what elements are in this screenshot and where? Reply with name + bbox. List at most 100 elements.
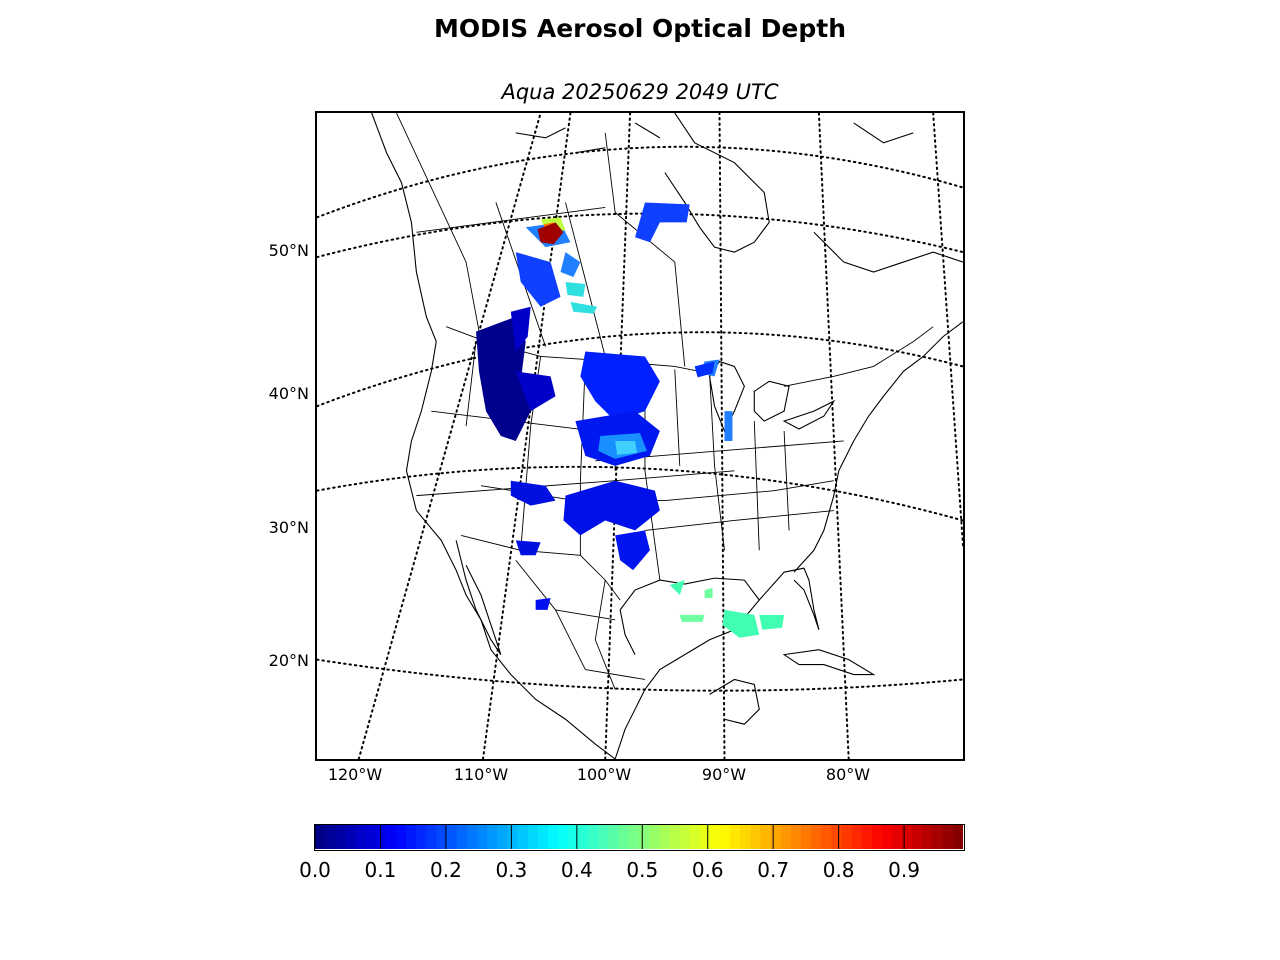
colorbar-segment xyxy=(345,825,357,849)
colorbar-segment xyxy=(477,825,488,849)
colorbar-segment xyxy=(821,825,832,849)
colorbar-segment xyxy=(335,825,346,849)
meridian-90w xyxy=(718,113,726,759)
figure-title: MODIS Aerosol Optical Depth xyxy=(433,14,846,43)
meridian-110w xyxy=(481,113,572,759)
colorbar-segment xyxy=(841,825,853,849)
colorbar-segment xyxy=(527,825,539,849)
colorbar-segment xyxy=(568,825,579,849)
colorbar-segment xyxy=(578,825,589,849)
lon-label-120w: 120°W xyxy=(327,765,383,784)
east-coast xyxy=(793,321,963,573)
colorbar-tick-label: 0.2 xyxy=(430,858,462,882)
map-panel xyxy=(315,111,965,761)
colorbar-segment xyxy=(588,825,600,849)
colorbar-segment xyxy=(325,825,336,849)
colorbar-segment xyxy=(628,825,640,849)
florida xyxy=(758,567,820,630)
parallel-55n xyxy=(317,145,963,219)
colorbar-segment xyxy=(649,825,660,849)
aod-gulf-light xyxy=(679,588,713,622)
colorbar-segment xyxy=(801,825,812,849)
lat-label-30n: 30°N xyxy=(268,518,309,537)
colorbar xyxy=(314,824,965,851)
colorbar-segment xyxy=(608,825,620,849)
colorbar-segment xyxy=(537,825,549,849)
aod-texas xyxy=(615,530,650,571)
colorbar-segment xyxy=(385,825,397,849)
colorbar-segment xyxy=(396,825,407,849)
parallel-40n xyxy=(317,331,963,408)
colorbar-segment xyxy=(709,825,721,849)
colorbar-tick-label: 0.4 xyxy=(560,858,593,882)
coastlines xyxy=(371,113,963,759)
aod-prairies-scattered xyxy=(525,222,733,441)
colorbar-segment xyxy=(315,825,326,849)
parallel-50n xyxy=(317,212,963,259)
quebec-coast xyxy=(813,231,963,273)
aod-canadian-prairies xyxy=(515,202,690,307)
aod-south-texas xyxy=(535,597,551,610)
mexico-states xyxy=(515,559,646,690)
meridian-80w xyxy=(817,113,850,759)
colorbar-segment xyxy=(831,825,843,849)
map-canvas xyxy=(317,113,963,759)
colorbar-segment xyxy=(892,825,903,849)
meridian-120w xyxy=(357,113,542,759)
political-borders xyxy=(396,113,934,690)
aod-alberta-smoke-plume xyxy=(537,222,564,245)
colorbar-segment xyxy=(365,825,377,849)
hudson-bay xyxy=(664,113,770,253)
colorbar-segment xyxy=(952,825,964,849)
colorbar-tick-label: 0.9 xyxy=(888,858,920,882)
colorbar-segment xyxy=(882,825,893,849)
colorbar-segment xyxy=(811,825,822,849)
lon-label-80w: 80°W xyxy=(825,765,871,784)
aod-great-lakes xyxy=(694,361,715,378)
colorbar-segment xyxy=(558,825,569,849)
colorbar-segment xyxy=(507,825,519,849)
aod-central-plains-core xyxy=(615,440,638,455)
colorbar-segment xyxy=(912,825,924,849)
lat-label-20n: 20°N xyxy=(268,651,309,670)
colorbar-segment xyxy=(436,825,448,849)
colorbar-tick-label: 0.6 xyxy=(691,858,724,882)
colorbar-segment xyxy=(547,825,559,849)
cuba xyxy=(782,649,876,676)
lat-label-50n: 50°N xyxy=(268,241,309,260)
colorbar-segment xyxy=(639,825,650,849)
colorbar-segment xyxy=(487,825,498,849)
colorbar-tick-label: 0.0 xyxy=(299,858,331,882)
colorbar-segment xyxy=(851,825,863,849)
colorbar-segment xyxy=(426,825,438,849)
arctic-islands xyxy=(515,122,914,154)
west-coast xyxy=(371,113,616,759)
colorbar-segment xyxy=(497,825,508,849)
colorbar-tick-label: 0.1 xyxy=(364,858,397,882)
aerosol-retrievals xyxy=(476,202,785,638)
colorbar-segment xyxy=(942,825,954,849)
aod-southern-plains xyxy=(563,480,660,536)
aod-gulf-of-mexico xyxy=(669,580,785,638)
colorbar-segment xyxy=(416,825,427,849)
colorbar-segment xyxy=(790,825,802,849)
colorbar-tick-label: 0.7 xyxy=(757,858,790,882)
colorbar-segment xyxy=(760,825,772,849)
great-lakes xyxy=(708,360,836,433)
lon-label-90w: 90°W xyxy=(701,765,747,784)
aod-pacific-northwest-edge xyxy=(510,306,556,412)
colorbar-segment xyxy=(871,825,883,849)
us-mexico-border xyxy=(460,534,621,601)
colorbar-segment xyxy=(922,825,934,849)
aod-northern-plains xyxy=(580,351,660,422)
colorbar-segment xyxy=(699,825,711,849)
colorbar-segment xyxy=(902,825,913,849)
aod-prairie-mid xyxy=(565,281,598,314)
colorbar-segment xyxy=(669,825,681,849)
colorbar-segment xyxy=(598,825,610,849)
colorbar-segment xyxy=(679,825,691,849)
colorbar-segment xyxy=(780,825,792,849)
lat-label-40n: 40°N xyxy=(268,384,309,403)
colorbar-segment xyxy=(861,825,873,849)
colorbar-segment xyxy=(406,825,417,849)
